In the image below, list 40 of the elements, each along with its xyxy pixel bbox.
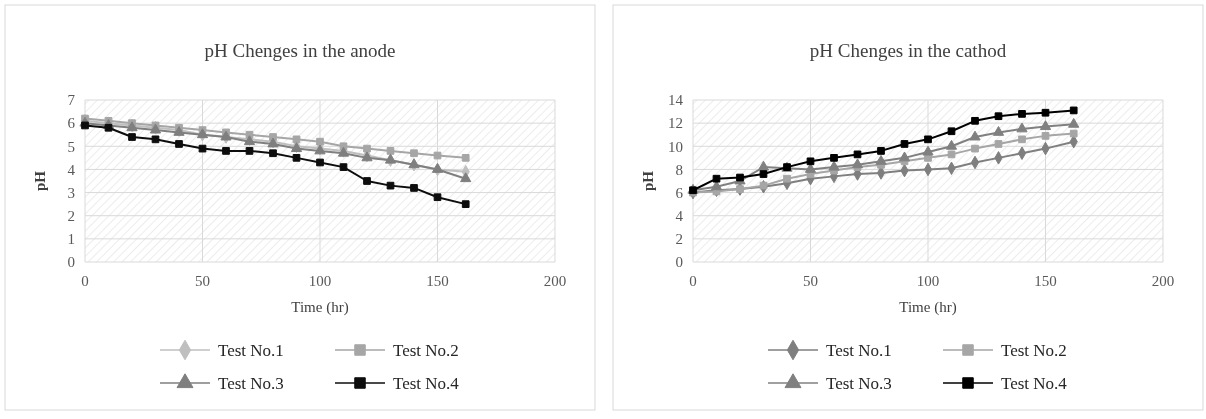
legend-label: Test No.1: [218, 340, 284, 360]
x-tick-label: 50: [195, 273, 210, 289]
y-tick-label: 0: [675, 254, 683, 271]
x-tick-label: 200: [543, 273, 567, 289]
x-tick-label: 100: [308, 273, 332, 289]
chart-title: pH Chenges in the cathod: [809, 40, 1007, 61]
chart-title: pH Chenges in the anode: [204, 40, 396, 61]
x-tick-label: 150: [426, 273, 449, 289]
x-tick-label: 150: [1034, 273, 1057, 289]
x-tick-label: 0: [689, 273, 697, 289]
legend-label: Test No.3: [218, 373, 284, 393]
y-tick-label: 0: [67, 254, 75, 271]
x-axis-title: Time (hr): [899, 299, 957, 316]
y-axis-title: pH: [32, 170, 48, 192]
x-tick-label: 50: [803, 273, 818, 289]
y-tick-label: 7: [67, 92, 76, 109]
x-tick-label: 200: [1151, 273, 1175, 289]
y-tick-label: 2: [67, 207, 75, 224]
y-tick-label: 4: [675, 207, 684, 224]
y-tick-label: 4: [67, 161, 76, 178]
legend-label: Test No.4: [393, 373, 460, 393]
x-axis-title: Time (hr): [291, 299, 349, 316]
y-tick-label: 10: [668, 138, 683, 155]
y-tick-label: 6: [675, 184, 684, 201]
y-tick-label: 2: [675, 231, 683, 248]
legend-label: Test No.2: [393, 340, 459, 360]
y-tick-label: 3: [67, 184, 75, 201]
y-axis-title: pH: [640, 170, 656, 192]
y-tick-label: 1: [67, 231, 75, 248]
legend-label: Test No.3: [826, 373, 892, 393]
y-tick-label: 8: [675, 161, 683, 178]
legend-label: Test No.4: [1001, 373, 1068, 393]
x-tick-label: 0: [81, 273, 89, 289]
legend-label: Test No.1: [826, 340, 892, 360]
legend-label: Test No.2: [1001, 340, 1067, 360]
y-tick-label: 6: [67, 115, 76, 132]
x-tick-label: 100: [916, 273, 940, 289]
y-tick-label: 5: [67, 138, 75, 155]
y-tick-label: 12: [668, 115, 683, 132]
y-tick-label: 14: [668, 92, 684, 109]
